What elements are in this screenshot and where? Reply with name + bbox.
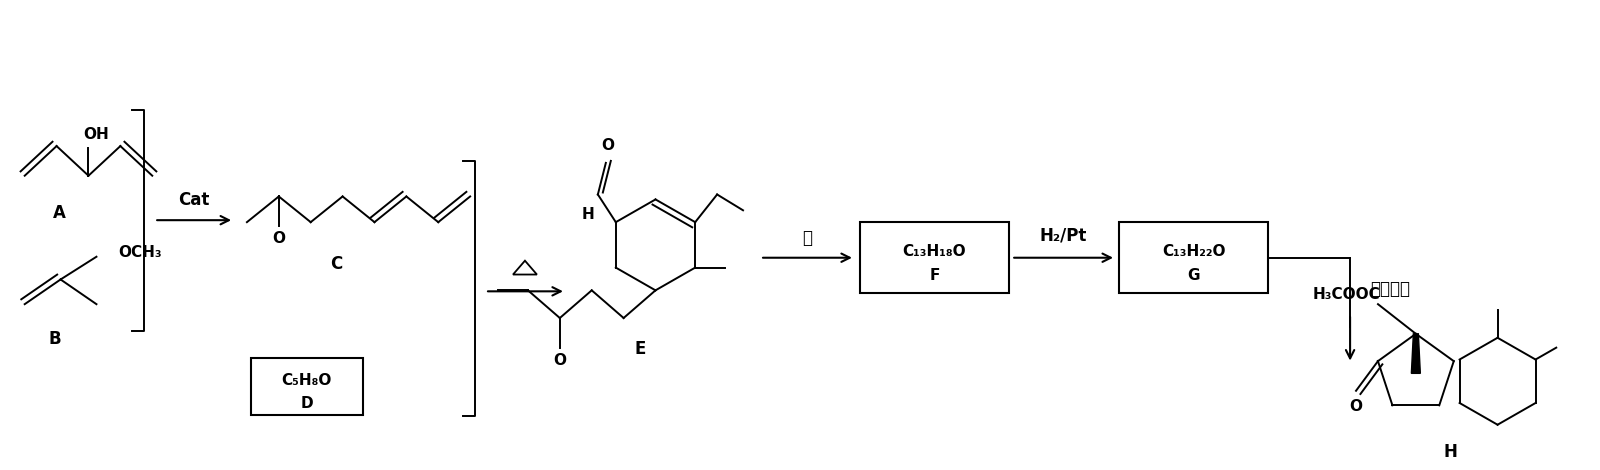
Text: 碱: 碱 — [802, 229, 811, 247]
Text: H₃COOC: H₃COOC — [1312, 287, 1379, 302]
Text: C₁₃H₂₂O: C₁₃H₂₂O — [1162, 244, 1226, 259]
Text: C: C — [331, 255, 342, 273]
Text: O: O — [272, 231, 285, 246]
Bar — [1118, 222, 1269, 293]
Text: Cat: Cat — [179, 191, 210, 210]
Bar — [859, 222, 1010, 293]
Text: O: O — [1349, 399, 1363, 414]
Bar — [251, 358, 363, 415]
Text: C₅H₈O: C₅H₈O — [282, 373, 331, 388]
Text: H: H — [581, 207, 594, 222]
Text: G: G — [1187, 268, 1200, 283]
Text: C₁₃H₁₈O: C₁₃H₁₈O — [902, 244, 966, 259]
Text: D: D — [301, 397, 314, 411]
Text: H: H — [1443, 443, 1458, 462]
Text: B: B — [48, 330, 61, 348]
Text: 一定条件: 一定条件 — [1370, 280, 1410, 298]
Text: OCH₃: OCH₃ — [118, 245, 162, 260]
Text: A: A — [53, 204, 66, 222]
Text: F: F — [930, 268, 939, 283]
Text: O: O — [554, 353, 566, 368]
Text: H₂/Pt: H₂/Pt — [1040, 227, 1086, 245]
Text: O: O — [602, 138, 614, 153]
Polygon shape — [1411, 334, 1421, 373]
Text: E: E — [635, 340, 646, 358]
Text: OH: OH — [83, 127, 109, 142]
